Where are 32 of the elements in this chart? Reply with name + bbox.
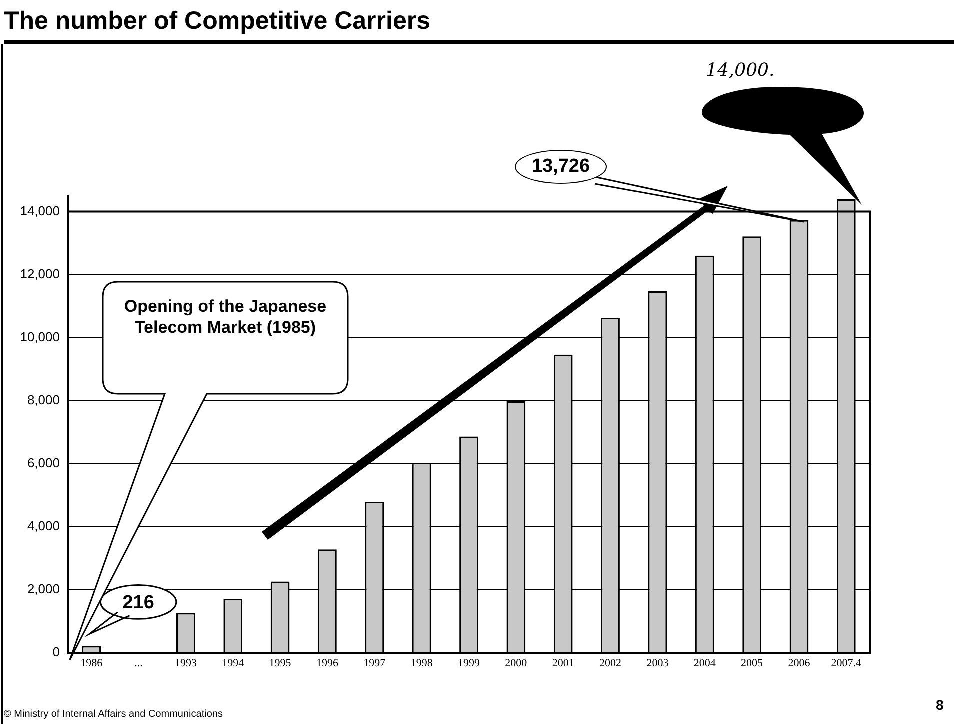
x-tick-label: 2000 (505, 657, 528, 670)
x-tick-label: 2002 (600, 657, 622, 670)
x-tick-label: 1999 (458, 657, 480, 670)
x-tick-label: 1997 (364, 657, 386, 670)
x-tick-label: 1994 (222, 657, 245, 670)
y-tick-label: 10,000 (20, 329, 60, 344)
annotation: 216 (122, 592, 154, 614)
text: 8 (936, 697, 945, 713)
y-tick-label: 8,000 (27, 392, 60, 408)
x-tick-label: 1998 (410, 657, 434, 670)
x-tick-label: 1995 (269, 657, 292, 670)
y-tick-label: 14,000 (20, 203, 60, 218)
x-tick-label: 2004 (694, 657, 716, 670)
chart-title: The number of Competitive Carriers (4, 2, 954, 44)
annotation: Opening of the Japanese Telecom Market (1985) (123, 296, 328, 338)
text: 13,726 (515, 150, 607, 184)
x-tick-label: 2001 (552, 657, 574, 670)
x-tick-label: ... (134, 657, 144, 670)
y-tick-label: 6,000 (27, 455, 60, 470)
y-tick-label: 2,000 (27, 582, 60, 597)
x-tick-label: 2003 (646, 657, 670, 670)
y-tick-label: 0 (52, 644, 60, 660)
text: 14,000. (706, 60, 776, 81)
y-tick-label: 12,000 (20, 266, 60, 282)
x-tick-label: 1993 (174, 657, 198, 670)
x-tick-label: 2005 (741, 657, 764, 670)
y-tick-label: 4,000 (27, 518, 60, 534)
x-tick-label: 2007.4 (831, 657, 862, 670)
x-tick-label: 1986 (80, 657, 104, 670)
text: © Ministry of Internal Affairs and Communications (4, 709, 224, 720)
x-tick-label: 1996 (316, 657, 339, 670)
x-tick-label: 2006 (788, 657, 811, 670)
